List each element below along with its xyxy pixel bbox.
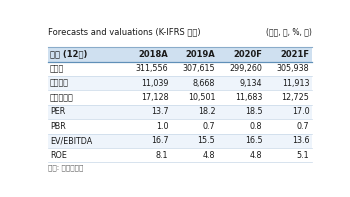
Text: 17.0: 17.0 <box>292 108 309 116</box>
Text: 299,260: 299,260 <box>230 64 262 73</box>
Bar <box>48 47 312 61</box>
Text: 지배순이익: 지배순이익 <box>50 93 74 102</box>
Text: PBR: PBR <box>50 122 66 131</box>
Text: 307,615: 307,615 <box>183 64 215 73</box>
Text: 2020F: 2020F <box>233 50 262 59</box>
Text: 자료: 유안타증권: 자료: 유안타증권 <box>48 164 83 171</box>
Text: 0.7: 0.7 <box>203 122 215 131</box>
Text: EV/EBITDA: EV/EBITDA <box>50 136 92 145</box>
Bar <box>48 76 312 90</box>
Text: 13.6: 13.6 <box>292 136 309 145</box>
Text: 8.1: 8.1 <box>156 151 168 160</box>
Text: 영업이익: 영업이익 <box>50 79 69 88</box>
Text: 305,938: 305,938 <box>277 64 309 73</box>
Bar <box>48 134 312 148</box>
Bar <box>48 119 312 134</box>
Text: 10,501: 10,501 <box>188 93 215 102</box>
Text: 0.7: 0.7 <box>297 122 309 131</box>
Text: 12,725: 12,725 <box>281 93 309 102</box>
Text: PER: PER <box>50 108 65 116</box>
Text: 18.5: 18.5 <box>245 108 262 116</box>
Text: 4.8: 4.8 <box>203 151 215 160</box>
Text: 2019A: 2019A <box>186 50 215 59</box>
Text: (억원, 원, %, 배): (억원, 원, %, 배) <box>266 27 312 36</box>
Bar <box>48 61 312 76</box>
Text: 11,913: 11,913 <box>282 79 309 88</box>
Text: 2021F: 2021F <box>280 50 309 59</box>
Text: 0.8: 0.8 <box>250 122 262 131</box>
Text: 18.2: 18.2 <box>198 108 215 116</box>
Bar <box>48 105 312 119</box>
Bar <box>48 90 312 105</box>
Text: 13.7: 13.7 <box>151 108 168 116</box>
Text: 15.5: 15.5 <box>198 136 215 145</box>
Text: 2018A: 2018A <box>139 50 168 59</box>
Text: 5.1: 5.1 <box>297 151 309 160</box>
Text: 311,556: 311,556 <box>136 64 168 73</box>
Text: 1.0: 1.0 <box>156 122 168 131</box>
Text: 매출액: 매출액 <box>50 64 64 73</box>
Text: 17,128: 17,128 <box>141 93 168 102</box>
Text: 16.5: 16.5 <box>245 136 262 145</box>
Text: 11,683: 11,683 <box>235 93 262 102</box>
Text: ROE: ROE <box>50 151 67 160</box>
Text: 16.7: 16.7 <box>151 136 168 145</box>
Text: 11,039: 11,039 <box>141 79 168 88</box>
Text: 4.8: 4.8 <box>250 151 262 160</box>
Text: 8,668: 8,668 <box>193 79 215 88</box>
Bar <box>48 148 312 163</box>
Text: 9,134: 9,134 <box>240 79 262 88</box>
Text: Forecasts and valuations (K-IFRS 연결): Forecasts and valuations (K-IFRS 연결) <box>48 27 201 36</box>
Text: 결산 (12월): 결산 (12월) <box>50 50 88 59</box>
